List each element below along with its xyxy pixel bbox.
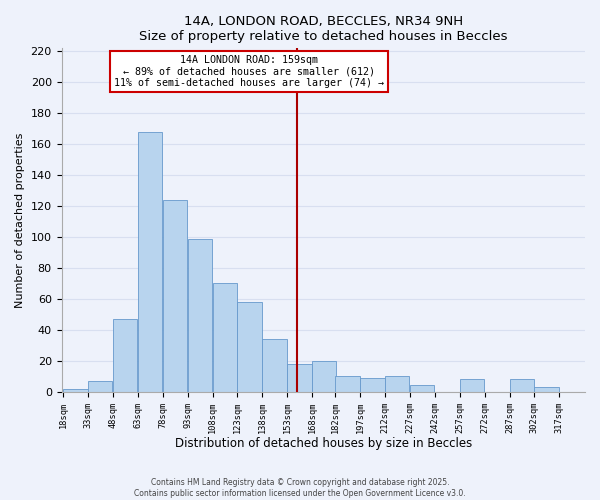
Bar (238, 302, 262, 392)
Bar (138, 132, 162, 392)
Title: 14A, LONDON ROAD, BECCLES, NR34 9NH
Size of property relative to detached houses: 14A, LONDON ROAD, BECCLES, NR34 9NH Size… (139, 15, 508, 43)
Bar (88, 381, 112, 392)
Bar (312, 360, 337, 392)
Bar (335, 376, 359, 392)
Bar (113, 319, 137, 392)
Text: 14A LONDON ROAD: 159sqm  
← 89% of detached houses are smaller (612)
11% of semi: 14A LONDON ROAD: 159sqm ← 89% of detache… (114, 54, 384, 88)
X-axis label: Distribution of detached houses by size in Beccles: Distribution of detached houses by size … (175, 437, 472, 450)
Y-axis label: Number of detached properties: Number of detached properties (15, 132, 25, 308)
Bar (63, 388, 88, 392)
Bar (360, 378, 385, 392)
Bar (262, 339, 287, 392)
Bar (385, 376, 409, 392)
Bar (163, 200, 187, 392)
Bar (188, 238, 212, 392)
Bar (460, 379, 484, 392)
Bar (509, 379, 534, 392)
Bar (410, 386, 434, 392)
Bar (535, 387, 559, 392)
Bar (212, 284, 237, 392)
Bar (287, 364, 311, 392)
Text: Contains HM Land Registry data © Crown copyright and database right 2025.
Contai: Contains HM Land Registry data © Crown c… (134, 478, 466, 498)
